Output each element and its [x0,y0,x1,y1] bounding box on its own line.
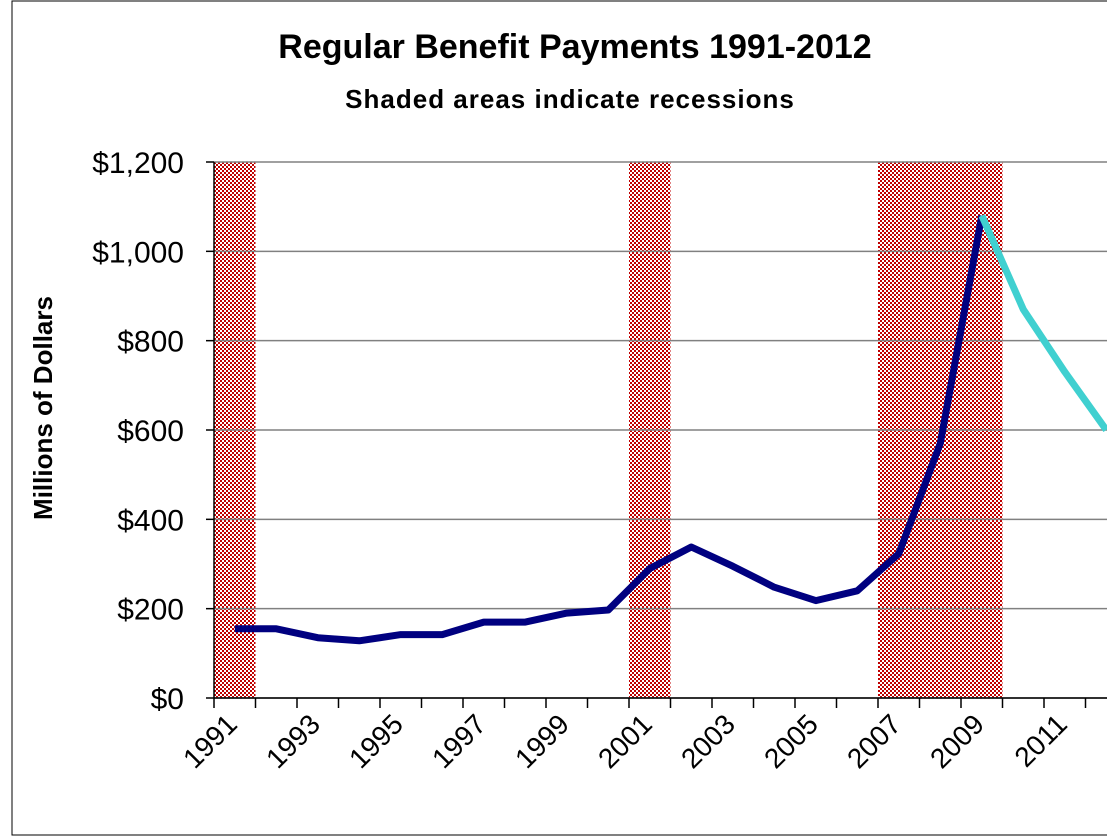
y-tick-label: $800 [117,326,184,359]
chart-subtitle: Shaded areas indicate recessions [345,84,795,114]
y-tick-label: $400 [117,504,184,537]
y-axis-label: Millions of Dollars [28,296,58,520]
data-line [234,214,986,645]
y-tick-label: $1,000 [92,236,184,269]
chart-title: Regular Benefit Payments 1991-2012 [278,28,871,66]
data-line [978,214,1107,433]
y-tick-label: $1,200 [92,147,184,180]
y-tick-label: $200 [117,594,184,627]
y-tick-label: $600 [117,415,184,448]
y-tick-label: $0 [151,683,184,716]
